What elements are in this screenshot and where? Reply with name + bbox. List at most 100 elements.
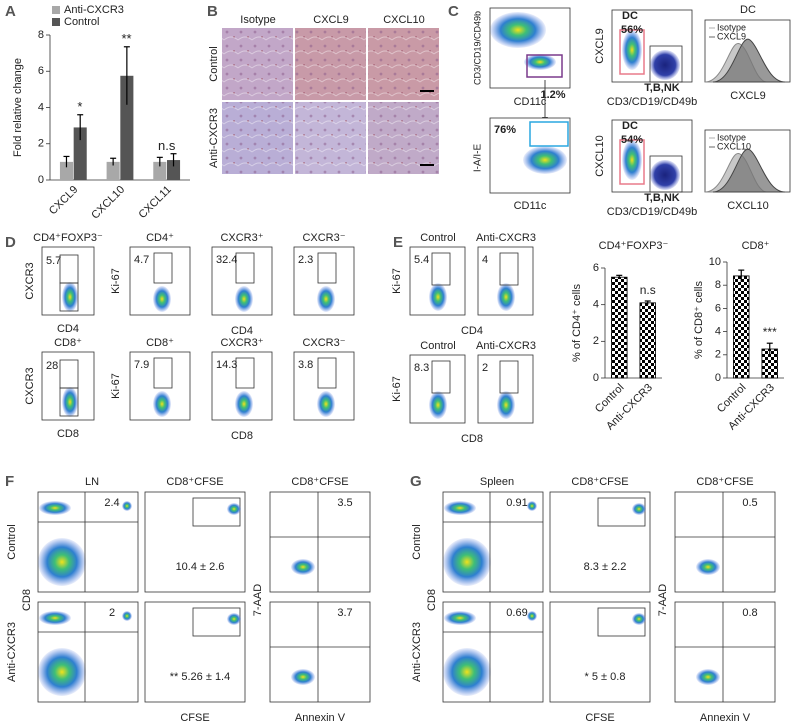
cell-population xyxy=(122,501,132,511)
cell-population xyxy=(429,283,447,311)
gate xyxy=(153,252,173,284)
annotation: n.s xyxy=(640,283,656,297)
gate-value: ** 5.26 ± 1.4 xyxy=(170,671,230,683)
gate-value: 1.2% xyxy=(540,89,565,101)
gate-label: DC xyxy=(622,120,638,132)
plot-title: Control xyxy=(420,340,455,352)
cell-population xyxy=(429,391,447,419)
cell-population xyxy=(39,611,71,625)
gate-value: 3.7 xyxy=(337,607,352,619)
y-axis-label: % of CD4⁺ cells xyxy=(571,284,583,362)
plot-title: CD8⁺CFSE xyxy=(291,476,348,488)
legend-label: Control xyxy=(64,16,99,28)
plot-title: CXCR3⁺ xyxy=(220,337,263,349)
gate xyxy=(526,54,563,78)
x-axis-label: CD4 xyxy=(57,323,79,335)
y-axis-label: 7-AAD xyxy=(252,584,264,616)
y-tick-label: 4 xyxy=(715,326,721,338)
plot-title: CD8⁺ xyxy=(146,337,174,349)
gate-value: 0.8 xyxy=(742,607,757,619)
x-axis-label: CD11c xyxy=(514,96,547,108)
plot-title: CD4⁺ xyxy=(146,232,174,244)
cell-population xyxy=(527,501,537,511)
gate xyxy=(619,139,645,185)
row-label: Anti-CXCR3 xyxy=(411,622,423,682)
annotation: * xyxy=(77,99,82,114)
cell-population xyxy=(235,391,253,417)
cell-population xyxy=(62,282,78,312)
cell-population xyxy=(38,648,86,696)
cell-population xyxy=(227,613,241,625)
gate-value: 10.4 ± 2.6 xyxy=(176,561,225,573)
cell-population xyxy=(62,387,78,417)
annotation: ** xyxy=(121,31,131,46)
gate xyxy=(649,155,683,193)
flow-plot xyxy=(269,601,371,703)
y-tick-label: 2 xyxy=(38,138,44,150)
x-axis-label: CD8 xyxy=(461,433,483,445)
cell-population xyxy=(291,669,315,685)
cell-population xyxy=(632,613,646,625)
y-axis-label: Ki-67 xyxy=(110,373,122,399)
gate-value: 3.5 xyxy=(337,497,352,509)
cell-population xyxy=(650,160,680,190)
gate xyxy=(59,282,79,312)
plot-title: Spleen xyxy=(480,476,514,488)
cell-population xyxy=(444,611,476,625)
cell-population xyxy=(632,503,646,515)
plot-title: Anti-CXCR3 xyxy=(476,232,536,244)
micrograph-texture xyxy=(295,28,366,100)
gate-value: 4 xyxy=(482,254,488,266)
gate-value: 8.3 xyxy=(414,362,429,374)
panel-label: B xyxy=(207,3,218,20)
gate-value: 28 xyxy=(46,360,58,372)
panel-label: G xyxy=(410,473,422,490)
gate-value: 32.4 xyxy=(216,254,237,266)
y-tick-label: 6 xyxy=(38,65,44,77)
gate-value: 0.91 xyxy=(506,497,527,509)
histogram-stain xyxy=(712,38,786,83)
flow-plot xyxy=(41,351,95,421)
plot-title: CXCR3⁺ xyxy=(220,232,263,244)
y-tick-label: 0 xyxy=(715,372,721,384)
y-axis-label: CXCL9 xyxy=(594,28,606,63)
gate xyxy=(235,357,255,389)
micrograph-texture xyxy=(222,102,293,174)
gate-value: 5.4 xyxy=(414,254,429,266)
gate-value: 7.9 xyxy=(134,359,149,371)
y-tick-label: 10 xyxy=(709,256,721,268)
y-tick-label: 2 xyxy=(715,349,721,361)
x-axis-label: CFSE xyxy=(585,712,614,724)
y-axis-label: Ki-67 xyxy=(391,376,403,402)
panel-label: C xyxy=(448,3,459,20)
x-axis-label: CD4 xyxy=(461,325,483,337)
plot-title: CD4⁺FOXP3⁻ xyxy=(33,232,103,244)
y-axis-label: CXCL10 xyxy=(594,135,606,177)
bar xyxy=(120,75,134,180)
bar xyxy=(59,161,74,180)
flow-plot xyxy=(674,601,776,703)
row-label: Control xyxy=(411,524,423,559)
x-axis-label: Annexin V xyxy=(700,712,751,724)
cell-population xyxy=(443,648,491,696)
cell-population xyxy=(497,391,515,419)
bar xyxy=(166,160,181,180)
y-axis-label: Ki-67 xyxy=(110,268,122,294)
gate xyxy=(529,121,569,147)
gate-value: 0.69 xyxy=(506,607,527,619)
cell-population xyxy=(524,54,556,70)
y-axis-label: % of CD8⁺ cells xyxy=(693,281,705,359)
gate xyxy=(499,360,519,394)
y-axis-label: CD8 xyxy=(426,589,438,611)
gate-value: 76% xyxy=(494,124,516,136)
y-tick-label: 8 xyxy=(715,279,721,291)
x-axis-label: Annexin V xyxy=(295,712,346,724)
flow-plot xyxy=(409,246,466,316)
row-label: Control xyxy=(208,46,220,81)
chart-title: CD8⁺ xyxy=(742,240,770,252)
legend-label: CXCL10 xyxy=(717,141,751,151)
bar xyxy=(106,161,120,180)
cell-population xyxy=(622,30,642,70)
gate-value: 4.7 xyxy=(134,254,149,266)
